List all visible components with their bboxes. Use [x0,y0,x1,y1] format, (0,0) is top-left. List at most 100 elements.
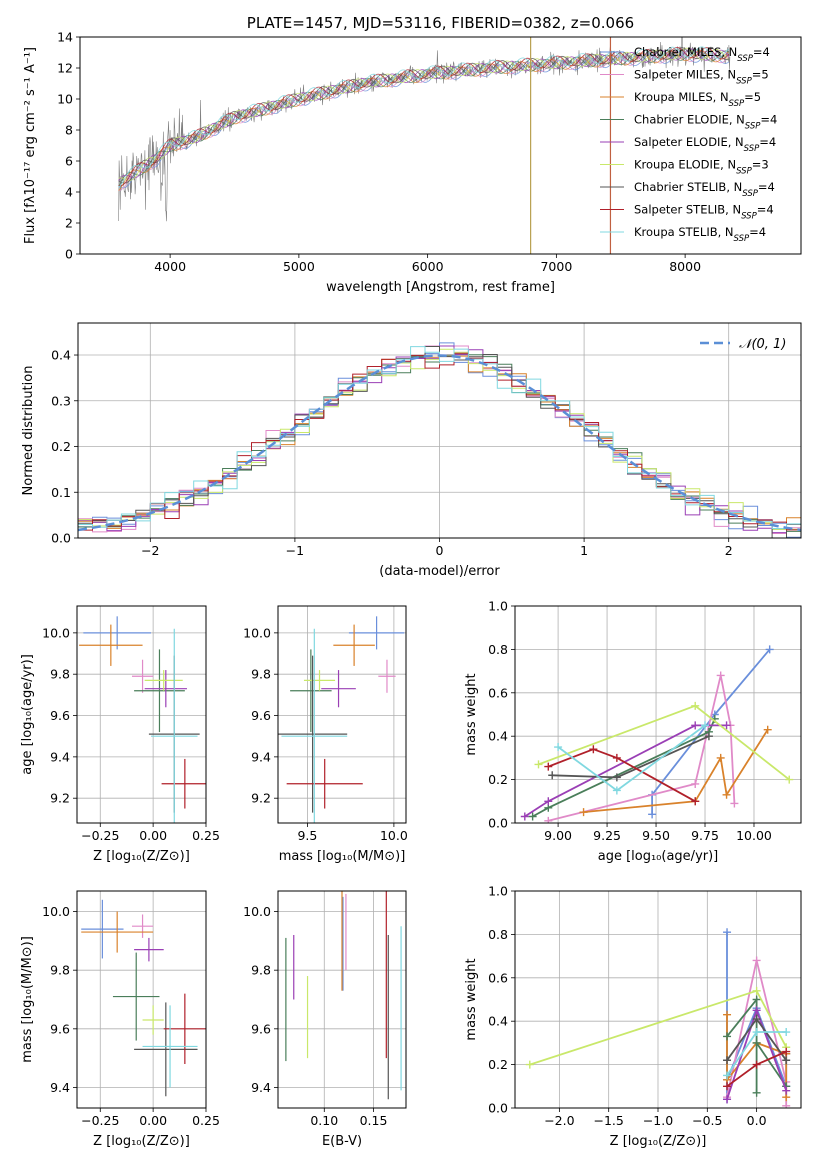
age-vs-Z-xtick-label: 0.25 [192,828,220,843]
mass-vs-ebv-xtick-label: 0.10 [310,1113,338,1128]
weight-point-marker [723,1056,732,1065]
weight-point-marker [723,1010,732,1019]
weight-point-marker [548,771,557,780]
weight-point-marker [752,1060,761,1069]
weight-point-marker [544,797,553,806]
age-vs-mass-ytick-label: 9.6 [251,708,271,723]
residuals-xtick-label: 1 [580,543,588,558]
residual-histogram [78,346,801,529]
weight-point-marker [528,812,537,821]
weight-vs-age-frame [514,605,802,824]
age-vs-mass-ytick-label: 9.8 [251,667,271,682]
weight-vs-age-ytick-label: 0.0 [488,816,508,831]
age-vs-mass-ytick-label: 10.0 [243,625,271,640]
residuals-ytick-label: 0.2 [51,439,71,454]
weight-point-marker [544,816,553,823]
spectrum-title: PLATE=1457, MJD=53116, FIBERID=0382, z=0… [247,14,634,32]
residuals-ytick-label: 0.4 [51,348,71,363]
spectrum-xtick-label: 8000 [669,259,701,274]
model-spectrum-line [118,49,730,187]
legend-entry: Kroupa ELODIE, NSSP=3 [634,158,769,177]
residuals-plot-area [78,323,801,538]
model-spectrum-line [118,46,730,188]
weight-series-line [726,996,787,1093]
weight-point-marker [579,808,588,817]
weight-point-marker [722,790,731,799]
age-vs-Z-ytick-label: 10.0 [42,625,70,640]
age-vs-Z-ylabel: age [log₁₀(age/yr)] [20,654,35,775]
mass-vs-Z-ylabel: mass [log₁₀(M/M⊙)] [20,936,35,1063]
legend-entry: Salpeter STELIB, NSSP=4 [634,203,774,222]
weight-vs-age-xtick-label: 9.50 [642,828,670,843]
age-vs-mass-xtick-label: 9.5 [297,828,317,843]
age-vs-Z-ytick-label: 9.6 [50,708,70,723]
weight-point-marker [782,1086,791,1095]
weight-series-line [524,724,727,818]
mass-vs-Z-plot-area [77,891,206,1108]
weight-vs-age-ytick-label: 0.6 [488,685,508,700]
weight-vs-age-xtick-label: 9.25 [593,828,621,843]
age-vs-Z-xlabel: Z [log₁₀(Z/Z⊙)] [93,849,190,864]
weight-vs-Z-plot-area [515,891,801,1108]
mass-vs-Z-ytick-label: 10.0 [42,904,70,919]
spectrum-xtick-label: 6000 [412,259,444,274]
spectrum-ytick-label: 4 [65,185,73,200]
weight-vs-age-plot-area [515,606,801,823]
age-vs-Z-ytick-label: 9.2 [50,791,70,806]
age-vs-mass-ytick-label: 9.4 [251,749,271,764]
weight-point-marker [691,701,700,710]
residuals-ytick-label: 0.3 [51,393,71,408]
mass-vs-Z-xtick-label: 0.25 [192,1113,220,1128]
weight-point-marker [723,1071,732,1080]
age-vs-mass-plot-area [278,606,406,823]
weight-point-marker [752,1006,761,1015]
residual-histogram [78,346,801,538]
model-spectrum-line [118,47,730,184]
legend-entry: Chabrier STELIB, NSSP=4 [634,180,775,199]
spectrum-plot-area [118,37,731,254]
spectrum-ytick-label: 8 [65,123,73,138]
weight-vs-age-xtick-label: 9.75 [691,828,719,843]
weight-vs-Z-xtick-label: 0.0 [747,1113,767,1128]
mass-vs-ebv-plot-area [278,891,406,1108]
weight-point-marker [612,773,621,782]
mass-vs-ebv-ytick-label: 9.8 [251,963,271,978]
weight-point-marker [544,762,553,771]
weight-vs-Z-ytick-label: 0.8 [488,927,508,942]
weight-point-marker [648,810,657,819]
mass-vs-Z-xlabel: Z [log₁₀(Z/Z⊙)] [93,1134,190,1149]
weight-point-marker [723,1032,732,1041]
mass-vs-ebv-frame [277,890,407,1109]
spectrum-frame [79,36,802,255]
weight-point-marker [525,1060,534,1069]
residuals-xtick-label: −2 [141,543,159,558]
weight-point-marker [589,745,598,754]
spectrum-ytick-label: 6 [65,154,73,169]
mass-vs-Z-xtick-label: 0.00 [139,1113,167,1128]
weight-point-marker [752,1038,761,1047]
spectrum-xlabel: wavelength [Angstrom, rest frame] [326,280,555,295]
spectrum-ytick-label: 0 [65,247,73,262]
age-vs-Z-xtick-label: 0.00 [139,828,167,843]
weight-series-line [547,748,696,803]
mass-vs-ebv-xtick-label: 0.15 [360,1113,388,1128]
weight-vs-age-ytick-label: 0.2 [488,772,508,787]
weight-point-marker [752,986,761,995]
spectrum-ytick-label: 12 [57,61,73,76]
mass-vs-Z-ytick-label: 9.6 [50,1021,70,1036]
weight-point-marker [765,645,774,654]
weight-point-marker [723,1095,732,1104]
weight-point-marker [554,743,563,752]
weight-point-marker [763,725,772,734]
weight-point-marker [752,1015,761,1024]
weight-vs-age-xtick-label: 10.00 [736,828,772,843]
weight-point-marker [752,956,761,965]
weight-vs-Z-xlabel: Z [log₁₀(Z/Z⊙)] [610,1134,707,1149]
spectrum-ytick-label: 10 [57,92,73,107]
residuals-ytick-label: 0.1 [51,485,71,500]
age-vs-mass-frame [277,605,407,824]
weight-vs-Z-frame [514,890,802,1109]
mass-vs-Z-xtick-label: −0.25 [81,1113,119,1128]
weight-point-marker [782,1047,791,1056]
weight-point-marker [691,797,700,806]
